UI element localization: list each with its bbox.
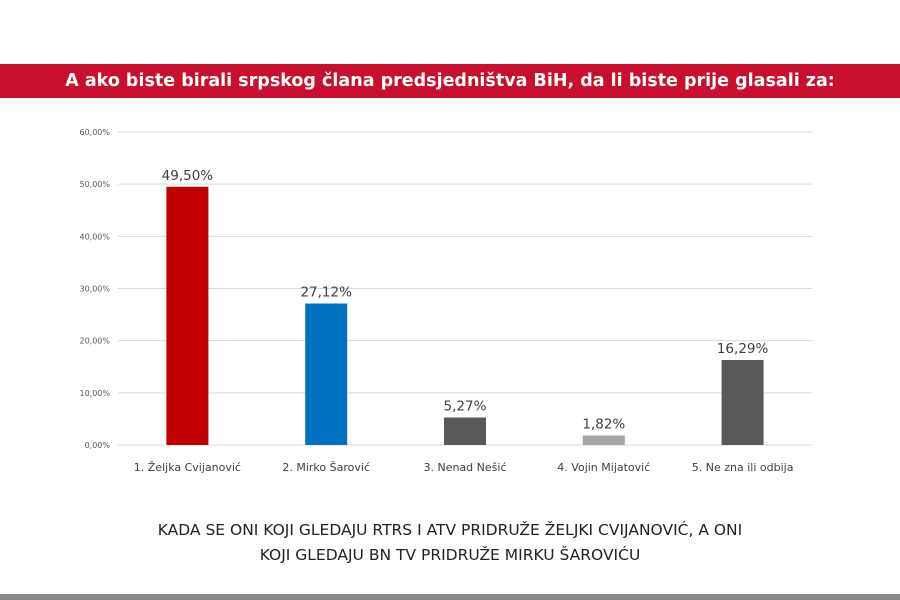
chart-title-bar: A ako biste birali srpskog člana predsje… — [0, 64, 900, 98]
bar — [582, 435, 625, 445]
data-label: 16,29% — [717, 341, 769, 357]
x-category-label: 3. Nenad Nešić — [423, 461, 506, 474]
data-label: 49,50% — [162, 168, 214, 184]
bar — [305, 303, 348, 445]
y-tick-label: 40,00% — [79, 232, 110, 241]
chart-title: A ako biste birali srpskog člana predsje… — [65, 71, 835, 91]
y-tick-label: 0,00% — [85, 441, 111, 450]
data-label: 1,82% — [582, 417, 625, 433]
bar — [166, 186, 209, 445]
chart-caption: KADA SE ONI KOJI GLEDAJU RTRS I ATV PRID… — [0, 518, 900, 568]
y-tick-label: 50,00% — [79, 180, 110, 189]
y-tick-label: 60,00% — [79, 128, 110, 137]
caption-line-1: KADA SE ONI KOJI GLEDAJU RTRS I ATV PRID… — [157, 521, 743, 539]
x-category-label: 4. Vojin Mijatović — [557, 461, 650, 474]
y-tick-label: 30,00% — [79, 285, 110, 294]
y-tick-label: 10,00% — [79, 389, 110, 398]
bar-chart: 0,00% 10,00% 20,00% 30,00% 40,00% 50,00% 60,00… — [79, 128, 812, 474]
x-category-label: 1. Željka Cvijanović — [134, 461, 241, 474]
data-label: 5,27% — [444, 399, 487, 415]
y-tick-label: 20,00% — [79, 337, 110, 346]
caption-line-2: KOJI GLEDAJU BN TV PRIDRUŽE MIRKU ŠAROVI… — [259, 546, 641, 564]
data-label: 27,12% — [300, 285, 352, 301]
bar — [721, 360, 764, 445]
x-category-label: 2. Mirko Šarović — [282, 461, 370, 474]
bar — [444, 417, 486, 445]
x-category-label: 5. Ne zna ili odbija — [692, 461, 794, 474]
bottom-rule — [0, 594, 900, 600]
